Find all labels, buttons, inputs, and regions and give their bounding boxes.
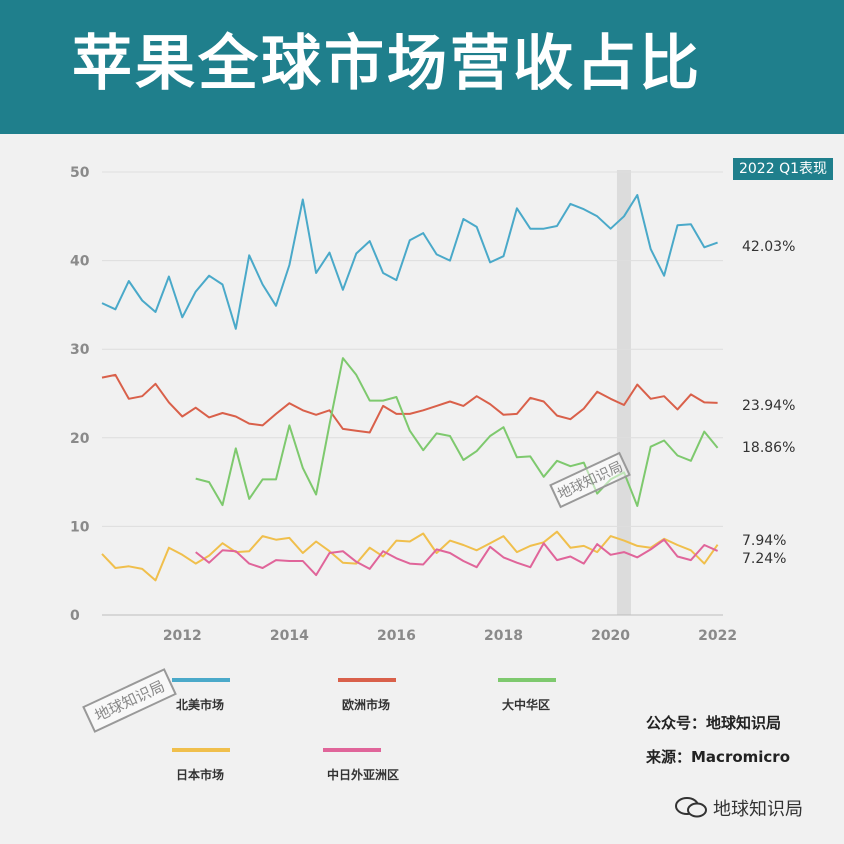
watermark-text: 地球知识局 (713, 799, 803, 820)
y-tick-label: 40 (70, 254, 90, 270)
x-tick-label: 2020 (591, 628, 630, 644)
end-value-label: 7.24% (742, 551, 786, 567)
account-credit: 公众号：地球知识局 (646, 714, 782, 732)
series-line-2 (195, 357, 719, 507)
legend-swatch (338, 678, 396, 682)
x-tick-label: 2022 (698, 628, 737, 644)
y-tick-label: 30 (70, 342, 90, 358)
y-tick-label: 10 (70, 519, 90, 535)
highlight-band (616, 170, 631, 615)
wechat-icon (675, 797, 707, 818)
series-line-0 (101, 194, 718, 330)
source-credit: 来源：Macromicro (646, 748, 791, 766)
legend-label: 大中华区 (502, 698, 551, 712)
title-banner (0, 0, 844, 134)
end-value-label: 23.94% (742, 398, 795, 414)
legend-label: 欧洲市场 (342, 698, 391, 712)
legend-label: 北美市场 (176, 698, 225, 712)
legend-swatch (323, 748, 381, 752)
y-tick-label: 0 (70, 608, 80, 624)
legend-label: 中日外亚洲区 (327, 768, 400, 782)
x-tick-label: 2018 (484, 628, 523, 644)
end-value-label: 7.94% (742, 533, 786, 549)
legend-label: 日本市场 (176, 768, 225, 782)
legend-swatch (498, 678, 556, 682)
end-value-label: 18.86% (742, 440, 795, 456)
series-line-4 (195, 538, 719, 577)
legend-swatch (172, 748, 230, 752)
x-tick-label: 2016 (377, 628, 416, 644)
x-tick-label: 2012 (163, 628, 202, 644)
x-tick-label: 2014 (270, 628, 309, 644)
y-tick-label: 50 (70, 165, 90, 181)
y-tick-label: 20 (70, 431, 90, 447)
series-line-1 (101, 373, 718, 434)
page-title: 苹果全球市场营收占比 (72, 29, 702, 99)
period-badge: 2022 Q1表现 (733, 158, 833, 180)
end-value-label: 42.03% (742, 239, 795, 255)
legend-swatch (172, 678, 230, 682)
